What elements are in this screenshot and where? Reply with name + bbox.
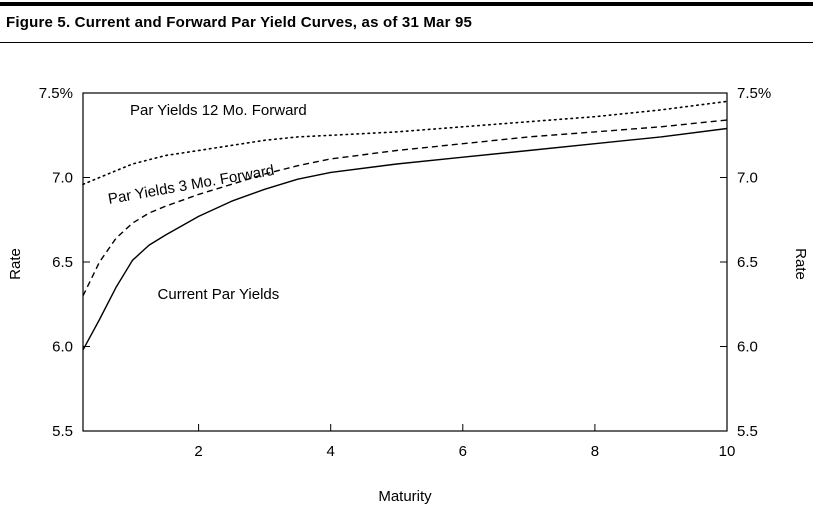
- y-tick-label-right: 6.0: [737, 339, 758, 356]
- y-tick-label-right: 7.5%: [737, 85, 771, 102]
- series-annotation: Current Par Yields: [158, 286, 280, 303]
- y-tick-label-left: 5.5: [52, 423, 73, 440]
- x-tick-label: 2: [194, 443, 202, 460]
- x-tick-label: 6: [459, 443, 467, 460]
- annotation-layer: Par Yields 12 Mo. Forward Par Yields 3 Mo…: [107, 102, 307, 303]
- x-tick-label: 4: [327, 443, 335, 460]
- title-underline: [0, 42, 813, 43]
- figure-title: Figure 5. Current and Forward Par Yield …: [6, 14, 473, 31]
- series-layer: [82, 100, 728, 351]
- y-tick-label-right: 5.5: [737, 423, 758, 440]
- x-tick-label: 8: [591, 443, 599, 460]
- y-tick-label-left: 6.5: [52, 254, 73, 271]
- x-tick-label: 10: [719, 443, 736, 460]
- y-tick-label-left: 7.0: [52, 170, 73, 187]
- series-line-dashed: [82, 119, 728, 297]
- y-tick-label-left: 6.0: [52, 339, 73, 356]
- ticks-layer: 5.5 5.5 6.0 6.0 6.5 6.5 7.0 7.0 7.5% 7.5% 2 4 6 8 10: [39, 85, 771, 460]
- series-line-solid: [82, 127, 728, 351]
- y-axis-label-left: Rate: [7, 248, 24, 280]
- y-tick-label-right: 6.5: [737, 254, 758, 271]
- series-line-dotted: [82, 100, 728, 186]
- series-annotation: Par Yields 3 Mo. Forward: [107, 162, 276, 208]
- y-tick-label-right: 7.0: [737, 170, 758, 187]
- x-axis-label: Maturity: [378, 488, 432, 505]
- y-axis-label-right: Rate: [792, 248, 809, 280]
- top-rule: [0, 2, 813, 6]
- plot-frame: [82, 92, 728, 432]
- series-annotation: Par Yields 12 Mo. Forward: [130, 102, 307, 119]
- y-tick-label-left: 7.5%: [39, 85, 73, 102]
